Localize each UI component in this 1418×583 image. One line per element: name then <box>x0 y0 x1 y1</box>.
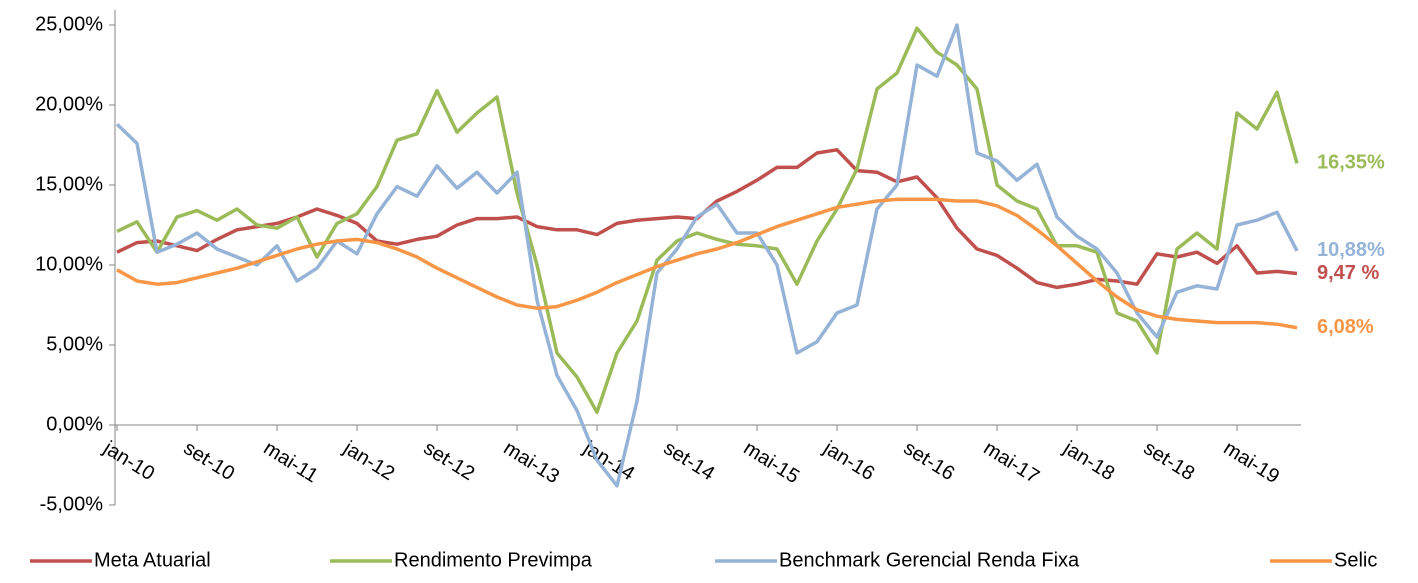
x-tick-label: set-10 <box>180 437 239 485</box>
legend-label: Selic <box>1334 549 1377 571</box>
x-tick-label: mai-13 <box>500 437 564 488</box>
series-line <box>116 26 1299 414</box>
y-tick-label: 10,00% <box>35 253 103 275</box>
value-label: 6,08% <box>1317 316 1374 338</box>
x-tick-label: jan-10 <box>99 437 159 486</box>
x-tick-label: set-16 <box>900 437 959 485</box>
legend-label: Rendimento Previmpa <box>394 549 593 571</box>
y-tick-label: 25,00% <box>35 13 103 35</box>
x-tick-label: jan-18 <box>1059 437 1119 486</box>
series-line <box>115 23 1299 488</box>
x-tick-label: set-18 <box>1140 437 1199 485</box>
legend-label: Meta Atuarial <box>94 549 211 571</box>
x-tick-label: jan-16 <box>819 437 879 486</box>
x-tick-label: mai-17 <box>980 437 1044 488</box>
y-tick-label: 5,00% <box>46 333 103 355</box>
x-tick-label: jan-14 <box>579 437 639 486</box>
value-label: 9,47 % <box>1317 262 1379 284</box>
x-tick-label: mai-11 <box>260 437 322 487</box>
value-label: 10,88% <box>1317 239 1385 261</box>
y-tick-label: 20,00% <box>35 93 103 115</box>
series-line <box>116 197 1298 330</box>
x-tick-label: set-14 <box>660 437 719 485</box>
legend-label: Benchmark Gerencial Renda Fixa <box>779 549 1080 571</box>
y-tick-label: 0,00% <box>46 413 103 435</box>
x-tick-label: mai-19 <box>1220 437 1284 488</box>
x-tick-label: jan-12 <box>339 437 399 486</box>
value-label: 16,35% <box>1317 152 1385 174</box>
y-tick-label: -5,00% <box>40 493 104 515</box>
x-tick-label: mai-15 <box>740 437 804 488</box>
y-tick-label: 15,00% <box>35 173 103 195</box>
x-tick-label: set-12 <box>420 437 479 485</box>
